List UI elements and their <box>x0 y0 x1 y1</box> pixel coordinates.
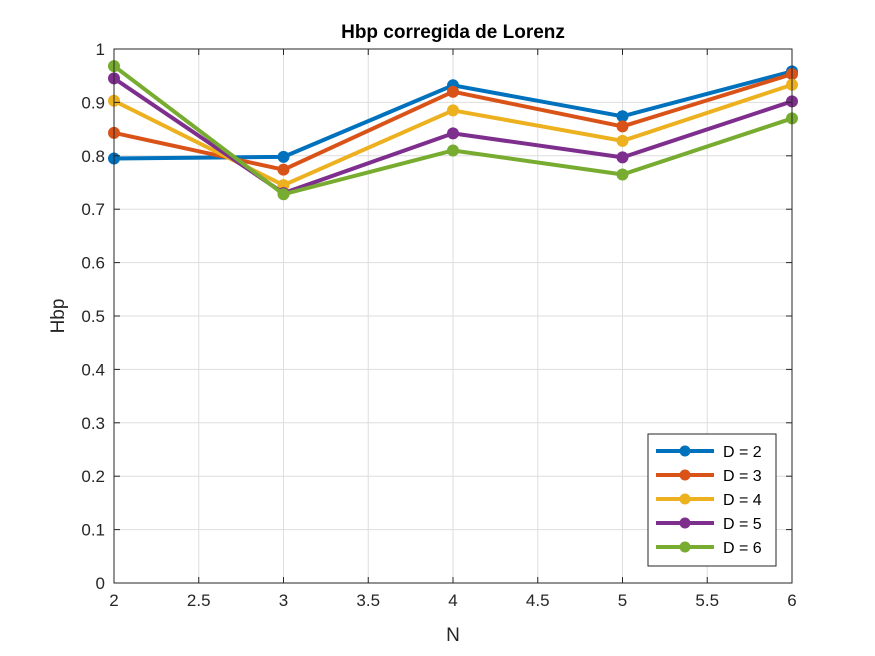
legend-item: D = 6 <box>656 540 762 557</box>
x-tick-label: 4 <box>448 591 457 610</box>
data-point <box>616 120 629 133</box>
legend-label: D = 2 <box>723 444 762 461</box>
y-tick-label: 0.4 <box>81 360 105 379</box>
y-tick-label: 0.3 <box>81 414 105 433</box>
ticks: 2 2.5 3 3.5 4 4.5 5 5.5 6 0 0.1 0.2 0.3 0.4 0.5 0.6 0.7 0… <box>81 40 796 610</box>
y-tick-label: 0.7 <box>81 200 105 219</box>
y-axis-label: Hbp <box>48 299 69 334</box>
data-point <box>616 168 629 181</box>
legend: D = 2 D = 3 D = 4 D = 5 D = 6 <box>647 433 777 567</box>
x-tick-label: 2.5 <box>187 591 211 610</box>
data-point <box>447 85 459 98</box>
data-point <box>616 151 629 164</box>
data-point <box>277 188 290 201</box>
data-point <box>616 110 629 123</box>
y-tick-label: 0.5 <box>81 307 105 326</box>
x-tick-label: 3.5 <box>356 591 380 610</box>
data-point <box>447 144 459 157</box>
legend-items: D = 2 D = 3 D = 4 D = 5 D = 6 <box>656 444 762 557</box>
legend-label: D = 4 <box>723 492 762 509</box>
data-point <box>616 134 629 147</box>
legend-marker <box>679 469 691 481</box>
x-tick-label: 4.5 <box>526 591 550 610</box>
legend-item: D = 4 <box>656 492 762 509</box>
x-tick-label: 5.5 <box>695 591 719 610</box>
x-tick-label: 3 <box>279 591 288 610</box>
y-tick-label: 0.9 <box>81 93 105 112</box>
legend-marker <box>679 493 691 505</box>
y-tick-label: 0.2 <box>81 467 105 486</box>
legend-label: D = 3 <box>723 468 762 485</box>
x-tick-label: 2 <box>109 591 118 610</box>
y-tick-label: 1 <box>96 40 105 59</box>
legend-item: D = 5 <box>656 516 762 533</box>
data-point <box>447 127 459 140</box>
chart-title: Hbp corregida de Lorenz <box>341 22 565 43</box>
data-point <box>277 163 290 176</box>
legend-marker <box>679 517 691 529</box>
y-tick-label: 0.8 <box>81 147 105 166</box>
x-axis-label: N <box>446 625 460 646</box>
legend-label: D = 5 <box>723 516 762 533</box>
y-tick-label: 0.1 <box>81 521 105 540</box>
data-point <box>447 104 459 117</box>
y-tick-label: 0.6 <box>81 254 105 273</box>
legend-label: D = 6 <box>723 540 762 557</box>
legend-marker <box>679 445 691 457</box>
x-tick-label: 6 <box>787 591 796 610</box>
legend-marker <box>679 541 691 553</box>
x-tick-label: 5 <box>618 591 627 610</box>
legend-item: D = 2 <box>656 444 762 461</box>
legend-item: D = 3 <box>656 468 762 485</box>
y-tick-label: 0 <box>96 574 105 593</box>
data-point <box>277 150 290 163</box>
